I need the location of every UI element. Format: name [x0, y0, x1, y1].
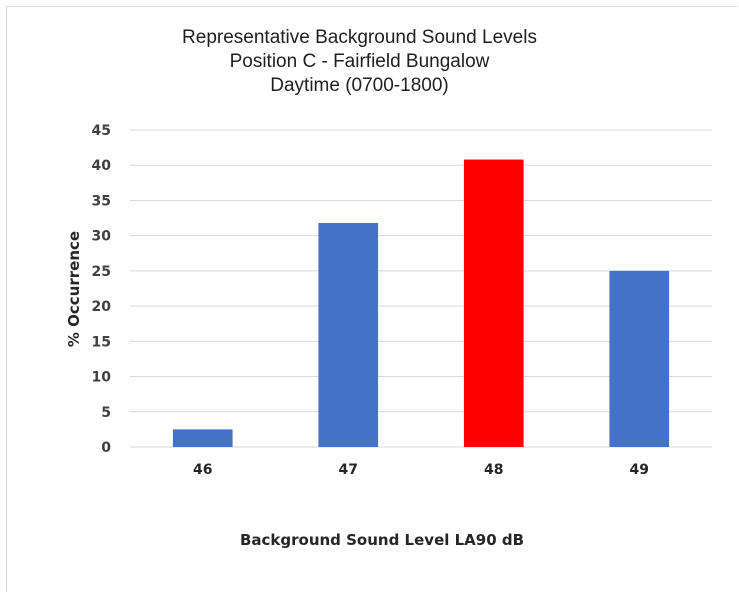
y-tick-label: 25 — [92, 264, 111, 280]
y-axis-ticks: 0 5 10 15 20 25 30 35 40 45 — [92, 123, 112, 456]
chart-title-line-1: Representative Background Sound Levels — [182, 27, 537, 48]
chart-title-line-2: Position C - Fairfield Bungalow — [229, 51, 490, 72]
y-tick-label: 30 — [92, 229, 112, 245]
x-tick-label: 49 — [630, 462, 649, 478]
y-tick-label: 15 — [92, 334, 111, 350]
bar-48 — [463, 159, 524, 447]
bar-47 — [318, 222, 379, 447]
y-tick-label: 5 — [101, 405, 111, 421]
y-tick-label: 40 — [92, 158, 112, 174]
x-tick-label: 47 — [339, 462, 358, 478]
y-tick-label: 0 — [101, 440, 111, 456]
bar-49 — [609, 270, 670, 447]
y-tick-label: 35 — [92, 193, 111, 209]
x-tick-label: 48 — [484, 462, 503, 478]
y-tick-label: 10 — [92, 370, 112, 386]
x-tick-label: 46 — [193, 462, 212, 478]
y-tick-label: 20 — [92, 299, 112, 315]
x-axis-ticks: 46 47 48 49 — [193, 462, 649, 478]
chart-title-line-3: Daytime (0700-1800) — [270, 75, 449, 96]
bars — [172, 159, 670, 447]
y-tick-label: 45 — [92, 123, 111, 139]
bar-46 — [172, 429, 233, 447]
x-axis-title: Background Sound Level LA90 dB — [240, 531, 524, 549]
y-axis-title: % Occurrence — [65, 231, 83, 347]
chart-title: Representative Background Sound Levels P… — [0, 26, 739, 98]
